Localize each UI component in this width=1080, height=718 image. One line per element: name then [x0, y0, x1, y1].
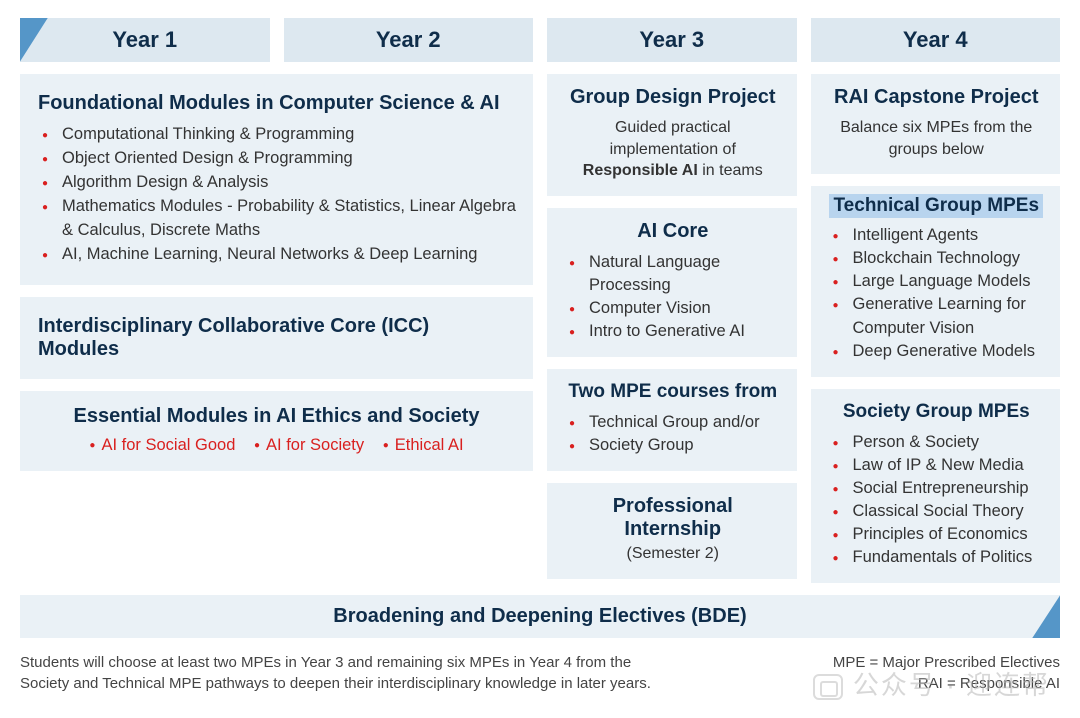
ethics-items: ●AI for Social Good ●AI for Society ●Eth… — [30, 436, 523, 455]
ethics-item: AI for Social Good — [101, 436, 235, 454]
gdp-block: Group Design Project Guided practical im… — [547, 74, 797, 196]
tech-mpe-list: Intelligent Agents Blockchain Technology… — [829, 224, 1045, 363]
accent-triangle-right — [1032, 595, 1060, 638]
twompe-block: Two MPE courses from Technical Group and… — [547, 369, 797, 471]
list-item: Object Oriented Design & Programming — [42, 147, 517, 171]
foundational-list: Computational Thinking & Programming Obj… — [38, 123, 517, 267]
list-item: Classical Social Theory — [833, 500, 1045, 523]
year-label: Year 2 — [376, 27, 441, 52]
ethics-item: Ethical AI — [395, 436, 464, 454]
list-item: Algorithm Design & Analysis — [42, 171, 517, 195]
year-header-3: Year 3 — [547, 18, 797, 62]
twompe-title: Two MPE courses from — [565, 381, 781, 403]
list-item: Computer Vision — [569, 297, 781, 320]
year-label: Year 1 — [112, 27, 177, 52]
list-item: Mathematics Modules - Probability & Stat… — [42, 195, 517, 243]
foundational-block: Foundational Modules in Computer Science… — [20, 74, 533, 285]
foundational-title: Foundational Modules in Computer Science… — [38, 92, 517, 115]
aicore-title: AI Core — [565, 220, 781, 243]
year-header-row: Year 1 Year 2 Year 3 Year 4 — [20, 18, 1060, 62]
tech-mpe-block: Technical Group MPEs Intelligent Agents … — [811, 186, 1061, 377]
year-header-4: Year 4 — [811, 18, 1061, 62]
list-item: Social Entrepreneurship — [833, 477, 1045, 500]
year-header-2: Year 2 — [284, 18, 534, 62]
ethics-title: Essential Modules in AI Ethics and Socie… — [30, 405, 523, 428]
twompe-list: Technical Group and/or Society Group — [565, 411, 781, 457]
accent-triangle-left — [20, 18, 48, 62]
ethics-block: Essential Modules in AI Ethics and Socie… — [20, 391, 533, 471]
list-item: Deep Generative Models — [833, 340, 1045, 363]
list-item: Natural Language Processing — [569, 251, 781, 297]
gdp-desc: Guided practical implementation of Respo… — [565, 117, 781, 182]
list-item: Computational Thinking & Programming — [42, 123, 517, 147]
list-item: Intro to Generative AI — [569, 320, 781, 343]
society-mpe-title: Society Group MPEs — [829, 401, 1045, 423]
list-item: Principles of Economics — [833, 523, 1045, 546]
capstone-block: RAI Capstone Project Balance six MPEs fr… — [811, 74, 1061, 174]
list-item: Generative Learning for Computer Vision — [833, 293, 1045, 339]
internship-sub: (Semester 2) — [565, 543, 781, 565]
list-item: Law of IP & New Media — [833, 454, 1045, 477]
icc-block: Interdisciplinary Collaborative Core (IC… — [20, 297, 533, 379]
list-item: Large Language Models — [833, 270, 1045, 293]
aicore-list: Natural Language Processing Computer Vis… — [565, 251, 781, 343]
internship-block: Professional Internship (Semester 2) — [547, 483, 797, 579]
society-mpe-list: Person & Society Law of IP & New Media S… — [829, 431, 1045, 570]
year-header-1: Year 1 — [20, 18, 270, 62]
year-label: Year 4 — [903, 27, 968, 52]
list-item: Fundamentals of Politics — [833, 546, 1045, 569]
icc-title: Interdisciplinary Collaborative Core (IC… — [38, 315, 515, 361]
society-mpe-block: Society Group MPEs Person & Society Law … — [811, 389, 1061, 584]
footer-left: Students will choose at least two MPEs i… — [20, 652, 651, 694]
ethics-item: AI for Society — [266, 436, 364, 454]
list-item: Society Group — [569, 434, 781, 457]
bde-row: Broadening and Deepening Electives (BDE) — [20, 595, 1060, 638]
aicore-block: AI Core Natural Language Processing Comp… — [547, 208, 797, 357]
list-item: Technical Group and/or — [569, 411, 781, 434]
tech-mpe-title: Technical Group MPEs — [829, 194, 1043, 218]
footer-text: Students will choose at least two MPEs i… — [20, 652, 651, 673]
list-item: AI, Machine Learning, Neural Networks & … — [42, 243, 517, 267]
watermark: 公众号 · 迎连帮 — [813, 665, 1050, 702]
internship-title: Professional Internship — [565, 495, 781, 541]
list-item: Person & Society — [833, 431, 1045, 454]
year-label: Year 3 — [639, 27, 704, 52]
capstone-sub: Balance six MPEs from the groups below — [829, 117, 1045, 160]
curriculum-grid: Foundational Modules in Computer Science… — [20, 74, 1060, 583]
watermark-text: 公众号 · 迎连帮 — [853, 670, 1050, 700]
capstone-title: RAI Capstone Project — [829, 86, 1045, 109]
bde-title: Broadening and Deepening Electives (BDE) — [333, 605, 746, 627]
gdp-title: Group Design Project — [565, 86, 781, 109]
list-item: Intelligent Agents — [833, 224, 1045, 247]
footer-text: Society and Technical MPE pathways to de… — [20, 673, 651, 694]
list-item: Blockchain Technology — [833, 247, 1045, 270]
wechat-icon — [813, 674, 843, 700]
